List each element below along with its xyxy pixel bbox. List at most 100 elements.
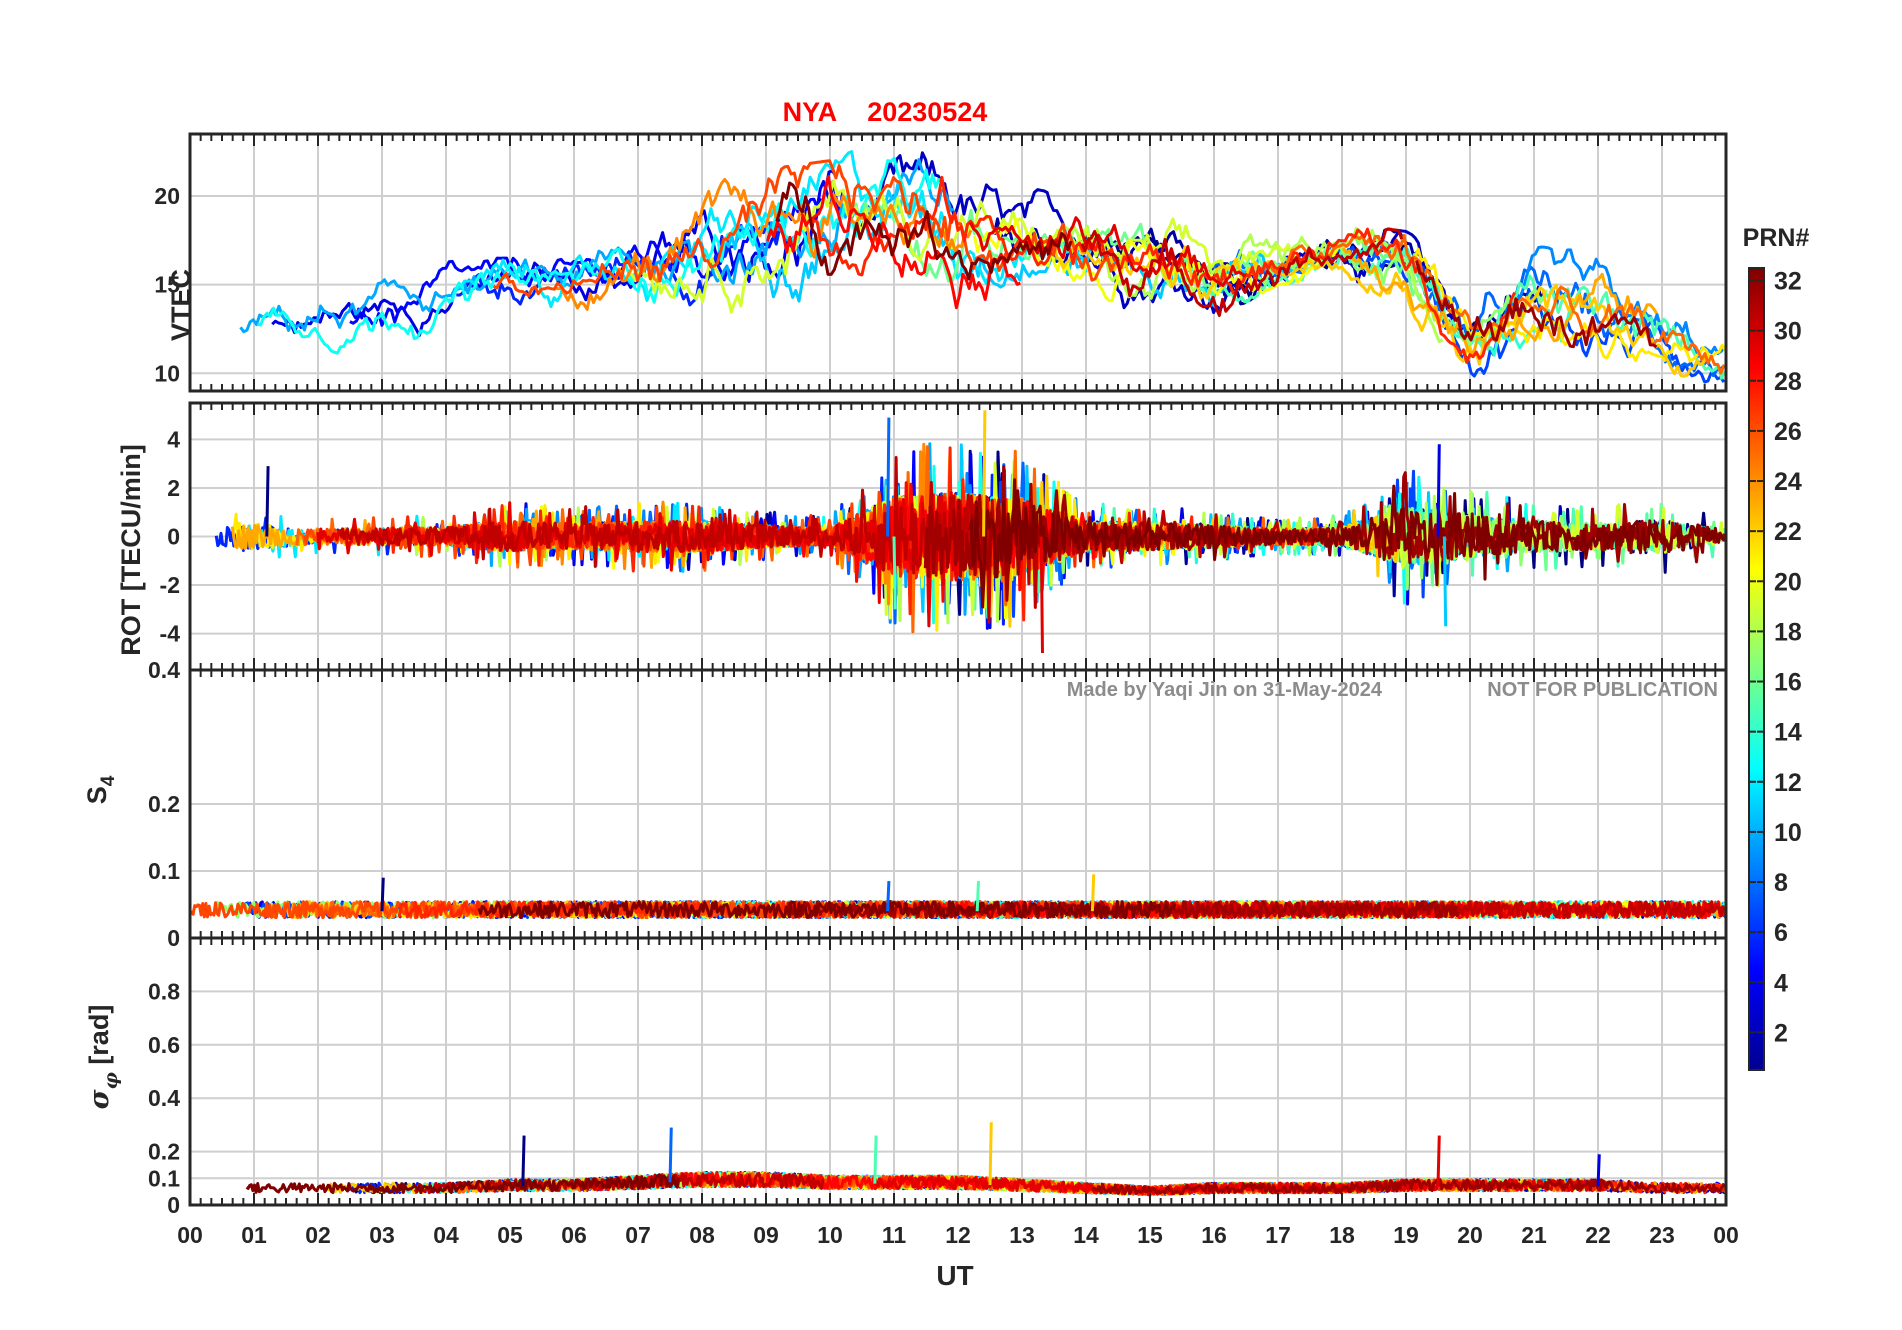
- s4-ytick-label: 0.1: [148, 858, 180, 884]
- colorbar-tick-label: 14: [1774, 719, 1802, 747]
- colorbar-tick-label: 22: [1774, 518, 1802, 546]
- sigma-peak-mark: [1436, 1135, 1441, 1187]
- vtec-prn-trace: [775, 181, 1073, 281]
- x-tick-label: 16: [1201, 1222, 1227, 1248]
- rot-ytick-label: -4: [160, 621, 181, 647]
- x-tick-label: 01: [241, 1222, 267, 1248]
- s4-ylabel: S4: [82, 775, 119, 804]
- x-tick-label: 11: [882, 1222, 907, 1248]
- sigma-prn-trace: [245, 1173, 680, 1195]
- x-tick-label: 00: [177, 1222, 203, 1248]
- vtec-prn-trace: [1415, 260, 1658, 349]
- x-tick-label: 17: [1265, 1222, 1291, 1248]
- s4-panel: 0 0.1 0.2 0.4: [148, 657, 1728, 951]
- x-tick-label: 12: [945, 1222, 971, 1248]
- s4-peak-mark: [1090, 874, 1096, 912]
- sigma-ytick-label: 0: [167, 1192, 180, 1218]
- vtec-ytick-label: 20: [154, 183, 180, 209]
- x-tick-label: 18: [1329, 1222, 1355, 1248]
- x-tick-label: 14: [1073, 1222, 1099, 1248]
- x-tick-label: 00: [1713, 1222, 1739, 1248]
- vtec-prn-trace: [1054, 224, 1444, 344]
- rot-ytick-label: 0: [167, 524, 180, 550]
- colorbar-label: PRN#: [1743, 224, 1810, 252]
- colorbar-tick-label: 24: [1774, 468, 1802, 496]
- rot-peak-mark: [886, 417, 891, 537]
- s4-peak-mark: [380, 877, 385, 912]
- credit-note: Made by Yaqi Jin on 31-May-2024: [1067, 679, 1383, 701]
- x-axis-label: UT: [936, 1260, 973, 1291]
- sigma-ytick-label: 0.6: [148, 1032, 180, 1058]
- vtec-prn-trace: [554, 177, 973, 311]
- vtec-ylabel: VTEC: [166, 269, 196, 341]
- x-tick-label: 21: [1521, 1222, 1547, 1248]
- colorbar-tick-label: 4: [1774, 969, 1788, 997]
- colorbar-tick-label: 12: [1774, 769, 1802, 797]
- colorbar-tick-label: 20: [1774, 568, 1802, 596]
- watermark-note: NOT FOR PUBLICATION: [1487, 679, 1718, 701]
- rot-peak-mark: [1436, 444, 1441, 537]
- colorbar-tick-label: 30: [1774, 318, 1802, 346]
- sigma-prn-trace: [1091, 1178, 1726, 1196]
- vtec-prn-trace: [349, 179, 854, 327]
- sigma-ytick-label: 0.8: [148, 978, 180, 1004]
- s4-peak-mark: [975, 880, 980, 912]
- vtec-prn-trace: [1190, 246, 1727, 380]
- vtec-prn-trace: [860, 151, 1465, 332]
- s4-ytick-label: 0.4: [148, 657, 180, 683]
- sigma-peak-mark: [668, 1127, 673, 1183]
- sigma-peak-mark: [1596, 1154, 1601, 1187]
- rot-peak-mark: [265, 466, 270, 537]
- sigma-ytick-label: 0.2: [148, 1139, 180, 1165]
- vtec-ytick-label: 15: [154, 272, 180, 298]
- rot-prn-trace: [339, 456, 1287, 624]
- colorbar-tick-label: 16: [1774, 669, 1802, 697]
- sigma-peak-mark: [988, 1122, 993, 1186]
- colorbar-tick-label: 8: [1774, 869, 1788, 897]
- vtec-prn-trace: [1080, 227, 1404, 317]
- s4-peak-mark: [886, 880, 891, 912]
- colorbar-tick-label: 2: [1774, 1019, 1788, 1047]
- colorbar-tick-label: 28: [1774, 368, 1802, 396]
- x-tick-label: 07: [625, 1222, 651, 1248]
- x-tick-label: 19: [1393, 1222, 1419, 1248]
- rot-panel: -4 -2 0 2 4: [160, 401, 1728, 672]
- sigma-phi-panel: 00.10.2 0.4 0.6 0.8: [148, 936, 1728, 1218]
- rot-peak-mark: [982, 410, 987, 537]
- x-tick-label: 02: [305, 1222, 331, 1248]
- station-name: NYA: [783, 97, 838, 127]
- rot-ytick-label: 2: [167, 475, 180, 501]
- sigma-peak-mark: [873, 1135, 878, 1184]
- x-tick-label: 10: [817, 1222, 843, 1248]
- x-tick-label: 03: [369, 1222, 395, 1248]
- x-tick-label: 22: [1585, 1222, 1611, 1248]
- s4-prn-trace: [477, 900, 1177, 920]
- x-axis: 00 01 02 03 04 05 06 07 08 09 10 11 12 13 14 15 16 17 18 19…: [177, 1222, 1739, 1248]
- vtec-prn-trace: [1212, 240, 1724, 378]
- s4-ytick-label: 0: [167, 925, 180, 951]
- vtec-ytick-label: 10: [154, 360, 180, 386]
- x-tick-label: 20: [1457, 1222, 1483, 1248]
- rot-ylabel: ROT [TECU/min]: [116, 444, 146, 655]
- date-label: 20230524: [867, 97, 987, 127]
- x-tick-label: 09: [753, 1222, 779, 1248]
- sigma-ytick-label: 0.4: [148, 1085, 180, 1111]
- x-tick-label: 13: [1009, 1222, 1035, 1248]
- sigma-peak-mark: [521, 1135, 526, 1187]
- x-tick-label: 04: [433, 1222, 459, 1248]
- sigma-phi-ylabel: σφ [rad]: [84, 1005, 122, 1110]
- vtec-prn-trace: [968, 216, 1247, 287]
- x-tick-label: 08: [689, 1222, 715, 1248]
- figure-title: NYA 20230524: [783, 97, 988, 127]
- x-tick-label: 05: [497, 1222, 523, 1248]
- x-tick-label: 06: [561, 1222, 587, 1248]
- colorbar-gradient: [1748, 267, 1765, 1071]
- rot-peak-mark: [1442, 536, 1448, 627]
- colorbar-tick-label: 18: [1774, 618, 1802, 646]
- vtec-panel: 10 15 20: [154, 132, 1728, 393]
- s4-ytick-label: 0.2: [148, 791, 180, 817]
- rot-prn-trace: [968, 478, 1727, 609]
- colorbar-tick-label: 10: [1774, 819, 1802, 847]
